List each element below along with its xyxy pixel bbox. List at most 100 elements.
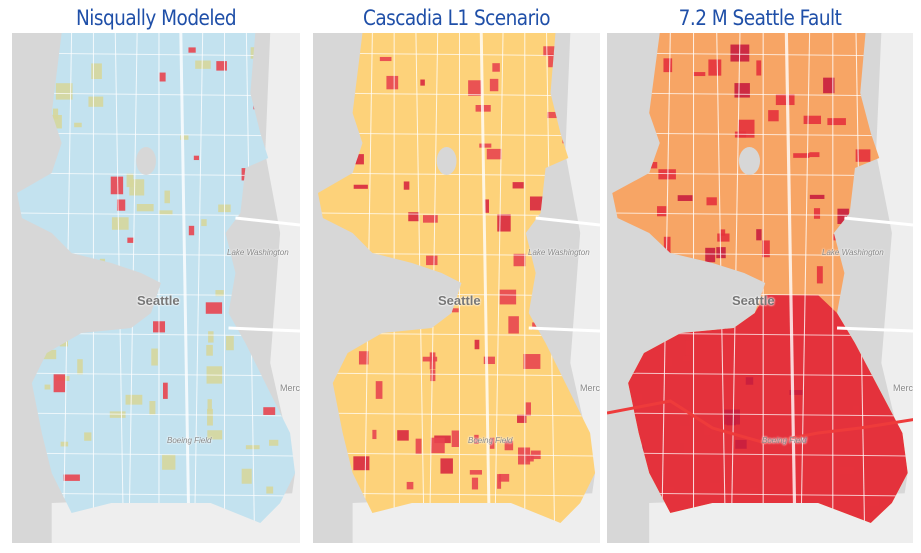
city-label: Seattle	[438, 293, 481, 308]
hazard-zone	[422, 215, 438, 223]
hazard-zone	[468, 80, 482, 96]
hazard-zone	[682, 355, 691, 362]
hazard-zone	[634, 155, 640, 169]
hazard-zone	[497, 214, 511, 232]
hazard-zone	[664, 486, 674, 498]
520-bridge	[844, 216, 913, 227]
hazard-zone	[518, 447, 531, 465]
hazard-zone	[703, 422, 710, 436]
hazard-zone	[726, 417, 736, 426]
hazard-zone	[837, 208, 849, 224]
hazard-zone	[525, 402, 531, 416]
map-seattle-fault[interactable]: Seattle Lake Washington Boeing Field Mer…	[607, 33, 913, 543]
hazard-zone	[84, 432, 92, 441]
hazard-zone	[366, 288, 384, 305]
hazard-zone	[690, 301, 709, 309]
hazard-zone	[775, 94, 795, 106]
hazard-zone	[641, 257, 649, 267]
hazard-zone	[164, 190, 170, 204]
hazard-zone	[717, 233, 730, 242]
hazard-zone	[863, 65, 874, 77]
hazard-zone	[658, 169, 676, 180]
panel-title-cascadia: Cascadia L1 Scenario	[362, 6, 551, 30]
hazard-zone	[823, 77, 835, 94]
hazard-zone	[430, 437, 445, 454]
hazard-zone	[710, 482, 729, 493]
hazard-zone	[205, 302, 223, 314]
hazard-zone	[193, 155, 200, 161]
city-label: Seattle	[732, 293, 775, 308]
hazard-zone	[504, 440, 514, 451]
hazard-zone	[692, 300, 702, 316]
hazard-zone	[802, 435, 808, 442]
hazard-zone	[543, 46, 559, 57]
hazard-zone	[628, 446, 644, 461]
hazard-zone	[426, 255, 438, 266]
hazard-zone	[872, 196, 877, 201]
hazard-zone	[52, 108, 59, 120]
hazard-zone	[663, 58, 673, 73]
hazard-zone	[263, 407, 276, 415]
eastside-land	[565, 33, 600, 543]
seattle-land	[16, 33, 296, 523]
hazard-zone	[88, 319, 106, 324]
green-lake	[136, 147, 156, 175]
hazard-zone	[547, 111, 561, 119]
hazard-zone	[116, 199, 126, 211]
map-nisqually[interactable]: Seattle Lake Washington Boeing Field Mer…	[12, 33, 300, 543]
hazard-zone	[415, 438, 422, 454]
hazard-zone	[636, 393, 643, 405]
island-label: Merc	[893, 383, 913, 393]
hazard-zone	[44, 384, 51, 390]
hazard-zone	[474, 434, 479, 444]
hazard-zone	[159, 72, 166, 82]
hazard-zone	[207, 408, 213, 426]
hazard-zone	[126, 173, 134, 188]
hazard-zone	[768, 110, 779, 122]
hazard-zone	[370, 261, 382, 268]
hazard-zone	[339, 267, 345, 272]
hazard-zone	[207, 399, 212, 412]
hazard-zone	[60, 441, 69, 447]
hazard-zone	[864, 492, 880, 507]
green-lake	[436, 147, 457, 175]
hazard-zone	[756, 60, 762, 76]
hazard-zone	[809, 152, 820, 158]
hazard-zone	[163, 382, 168, 399]
map-cascadia[interactable]: Seattle Lake Washington Boeing Field Mer…	[313, 33, 600, 543]
hazard-zone	[334, 482, 349, 488]
eastside-land	[265, 33, 300, 543]
hazard-zone	[789, 390, 803, 395]
hazard-zone	[53, 374, 66, 393]
520-bridge	[235, 216, 300, 227]
hazard-zone	[705, 247, 716, 263]
airport-label: Boeing Field	[468, 436, 513, 445]
hazard-zone	[208, 331, 214, 343]
i90-bridge	[228, 326, 300, 333]
hazard-zone	[517, 414, 527, 423]
hazard-zone	[149, 401, 156, 415]
hazard-zone	[451, 430, 460, 448]
hazard-zone	[180, 135, 189, 140]
hazard-zone	[659, 357, 673, 366]
hazard-zone	[486, 148, 502, 160]
hazard-zone	[526, 454, 534, 462]
hazard-zone	[685, 340, 693, 356]
hazard-zone	[158, 210, 173, 215]
hazard-zone	[745, 377, 754, 385]
hazard-zone	[816, 266, 823, 284]
hazard-zone	[151, 348, 158, 366]
hazard-zone	[358, 351, 369, 365]
hazard-zone	[680, 276, 690, 286]
hazard-zone	[793, 153, 810, 158]
hazard-zone	[422, 356, 438, 362]
city-label: Seattle	[137, 293, 180, 308]
hazard-zone	[499, 289, 517, 305]
hazard-zone	[809, 194, 825, 199]
hazard-zone	[489, 78, 499, 92]
eastside-land	[876, 33, 913, 543]
hazard-zone	[55, 83, 73, 100]
hazard-zone	[734, 83, 750, 98]
hazard-zone	[201, 219, 207, 227]
lake-label: Lake Washington	[528, 248, 590, 257]
